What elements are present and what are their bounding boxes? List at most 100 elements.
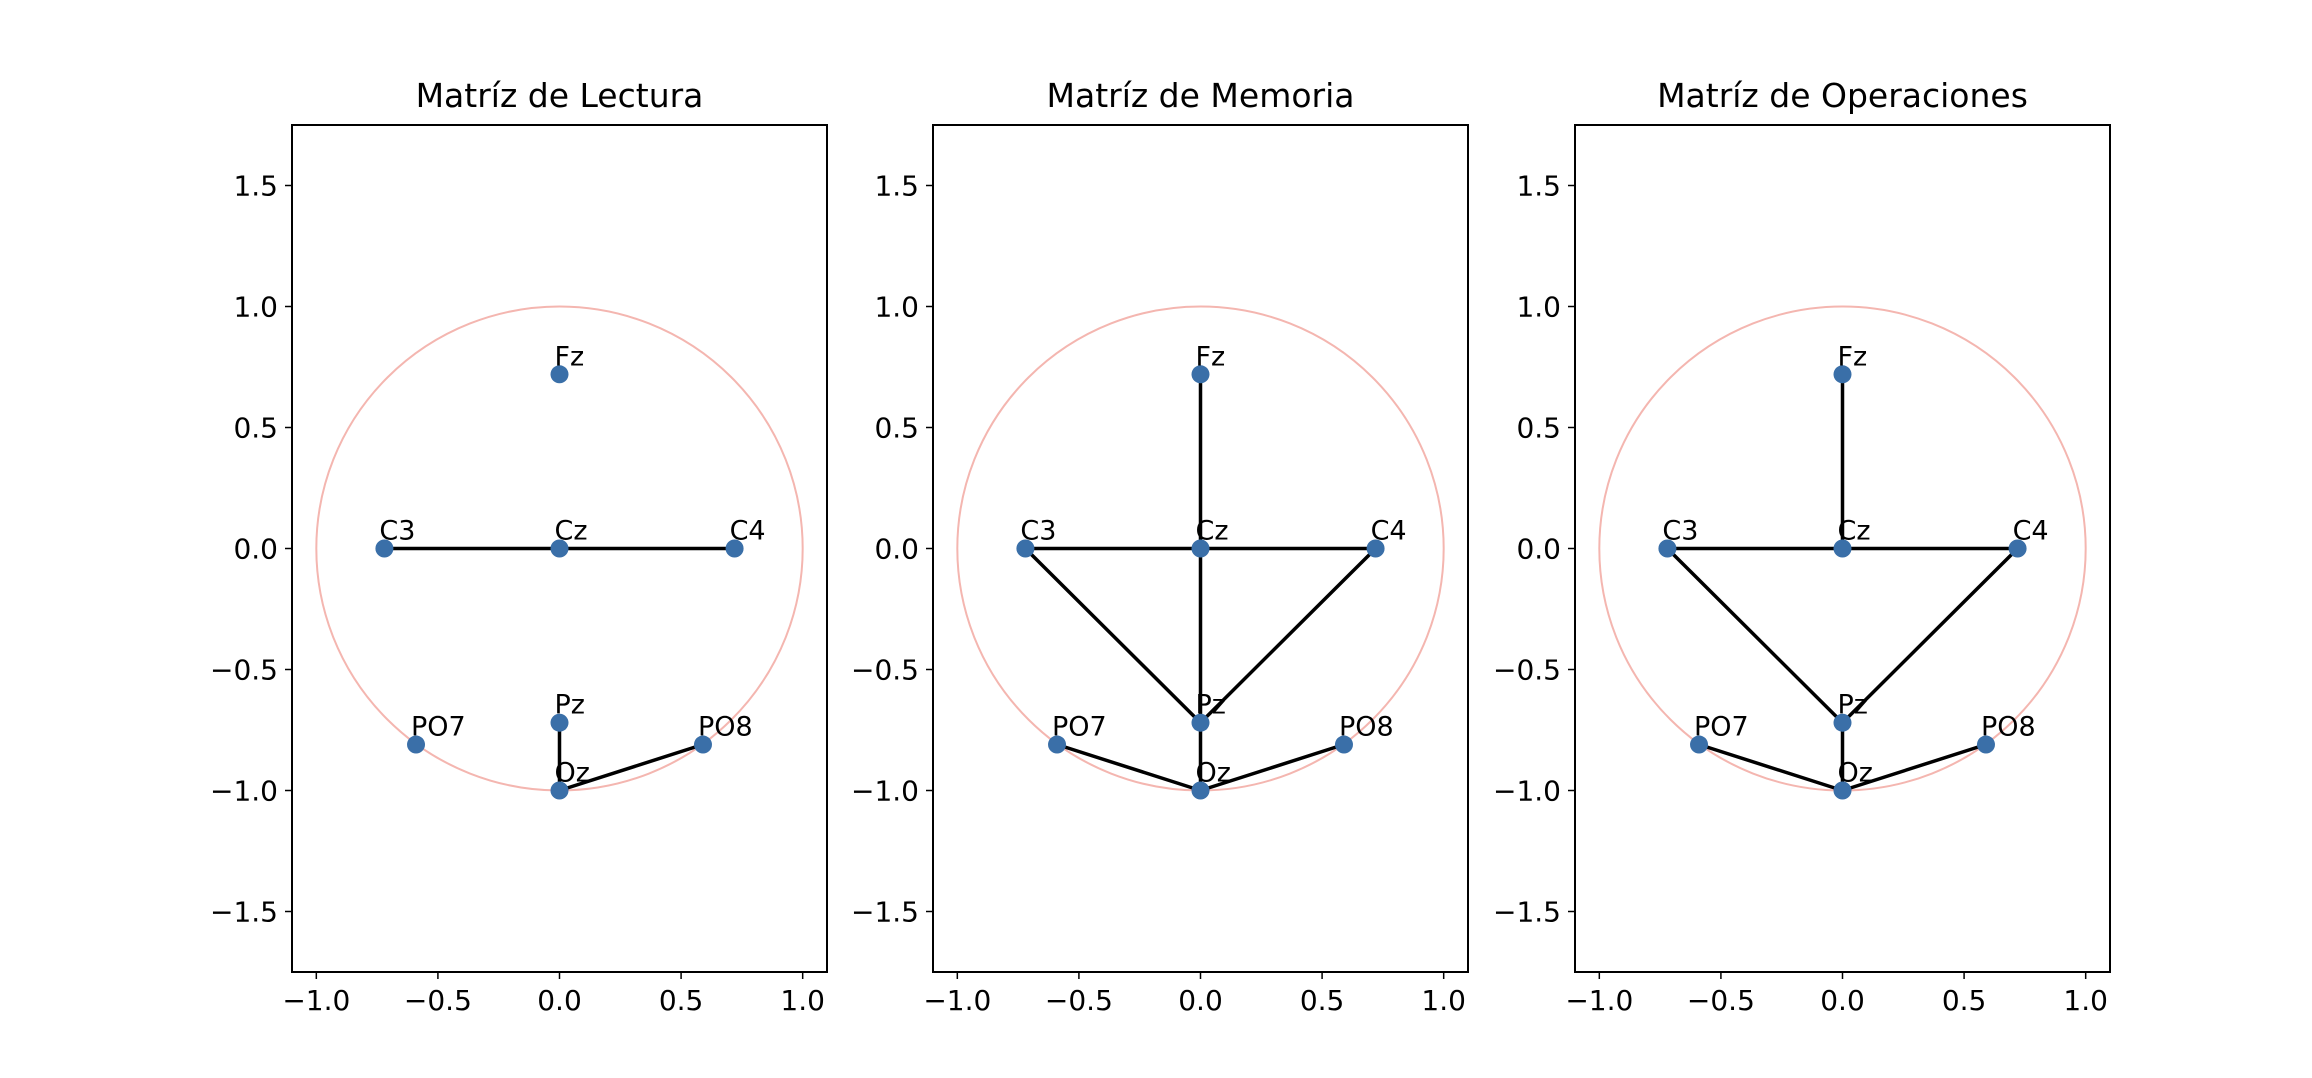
edge-Oz-PO8 [1198,742,1346,793]
x-tick-label: 1.0 [780,984,825,1017]
x-tick-label: 1.0 [1421,984,1466,1017]
node-PO7 [407,735,426,754]
chart-panel-1: Matríz de Lectura Fz C3 Cz C4 PO7 Pz PO8 Oz −1.0 −… [210,76,828,1017]
node-label-C4: C4 [1371,516,1407,547]
node-label-PO7: PO7 [411,712,466,743]
edge-PO7-Oz [1055,742,1203,793]
panels: Matríz de Lectura Fz C3 Cz C4 PO7 Pz PO8 Oz −1.0 −… [210,76,2111,1017]
y-tick-label: 0.5 [874,412,919,445]
node-Fz [1191,365,1210,384]
node-label-C3: C3 [379,516,415,547]
edge-C4-Pz [1840,546,2020,725]
x-tick-label: −0.5 [1045,984,1113,1017]
chart-panel-3: Matríz de Operaciones Fz C3 Cz C4 PO7 Pz PO8 Oz −… [1493,76,2111,1017]
y-tick-label: 1.0 [233,291,278,324]
y-tick-label: −0.5 [1493,654,1561,687]
y-tick-label: −0.5 [851,654,919,687]
y-tick-label: 1.5 [233,170,278,203]
edge-PO7-Oz [1697,742,1845,793]
node-label-PO7: PO7 [1052,712,1107,743]
node-label-Oz: Oz [1838,758,1873,789]
node-Oz [550,781,569,800]
y-tick-label: −1.5 [1493,896,1561,929]
node-label-C4: C4 [730,516,766,547]
node-C3 [375,539,394,558]
edge-Oz-PO8 [1840,742,1988,793]
node-label-Pz: Pz [555,690,585,721]
y-tick-label: 1.0 [1516,291,1561,324]
y-tick-label: 1.5 [874,170,919,203]
x-tick-label: −1.0 [923,984,991,1017]
y-tick-label: 0.0 [1516,533,1561,566]
chart-title: Matríz de Lectura [416,76,704,115]
chart-panel-2: Matríz de Memoria Fz C3 Cz C4 PO7 Pz PO8 Oz −1.0 −… [851,76,1469,1017]
x-tick-label: 0.0 [1820,984,1865,1017]
node-label-Cz: Cz [1838,516,1871,547]
x-tick-label: 0.0 [1178,984,1223,1017]
node-label-Fz: Fz [1838,341,1868,372]
node-C4 [2008,539,2027,558]
node-label-Fz: Fz [555,341,585,372]
x-tick-label: 0.5 [1300,984,1345,1017]
node-label-Fz: Fz [1196,341,1226,372]
node-PO8 [1976,735,1995,754]
y-tick-label: −1.5 [851,896,919,929]
node-C3 [1658,539,1677,558]
node-label-C3: C3 [1662,516,1698,547]
y-tick-label: −1.0 [210,775,278,808]
y-tick-label: −1.0 [1493,775,1561,808]
node-label-Oz: Oz [555,758,590,789]
node-Pz [1191,713,1210,732]
x-tick-label: −0.5 [404,984,472,1017]
node-Fz [1833,365,1852,384]
y-tick-label: 0.5 [233,412,278,445]
node-Pz [1833,713,1852,732]
node-Cz [550,539,569,558]
y-tick-label: −1.0 [851,775,919,808]
node-label-PO8: PO8 [1339,712,1394,743]
node-Oz [1191,781,1210,800]
node-label-C3: C3 [1020,516,1056,547]
node-C3 [1016,539,1035,558]
node-PO8 [693,735,712,754]
node-label-Pz: Pz [1838,690,1868,721]
y-tick-label: −0.5 [210,654,278,687]
node-label-PO7: PO7 [1694,712,1749,743]
node-label-C4: C4 [2013,516,2049,547]
chart-title: Matríz de Operaciones [1657,76,2028,115]
node-Cz [1191,539,1210,558]
node-PO8 [1334,735,1353,754]
x-tick-label: 0.0 [537,984,582,1017]
y-tick-label: 1.5 [1516,170,1561,203]
chart-title: Matríz de Memoria [1047,76,1355,115]
y-tick-label: 0.0 [233,533,278,566]
node-PO7 [1690,735,1709,754]
node-label-PO8: PO8 [698,712,753,743]
node-label-Cz: Cz [555,516,588,547]
y-tick-label: 0.5 [1516,412,1561,445]
y-tick-label: 1.0 [874,291,919,324]
x-tick-label: −0.5 [1687,984,1755,1017]
node-label-Oz: Oz [1196,758,1231,789]
node-label-Cz: Cz [1196,516,1229,547]
edge-C3-Pz [1023,546,1203,725]
node-C4 [1366,539,1385,558]
node-label-PO8: PO8 [1981,712,2036,743]
edge-Oz-PO8 [557,742,705,793]
node-C4 [725,539,744,558]
x-tick-label: 0.5 [659,984,704,1017]
node-Pz [550,713,569,732]
x-tick-label: 1.0 [2063,984,2108,1017]
node-label-Pz: Pz [1196,690,1226,721]
node-Fz [550,365,569,384]
x-tick-label: −1.0 [282,984,350,1017]
edge-C4-Pz [1198,546,1378,725]
x-tick-label: −1.0 [1565,984,1633,1017]
y-tick-label: −1.5 [210,896,278,929]
node-Cz [1833,539,1852,558]
node-PO7 [1048,735,1067,754]
edge-C3-Pz [1665,546,1845,725]
node-Oz [1833,781,1852,800]
